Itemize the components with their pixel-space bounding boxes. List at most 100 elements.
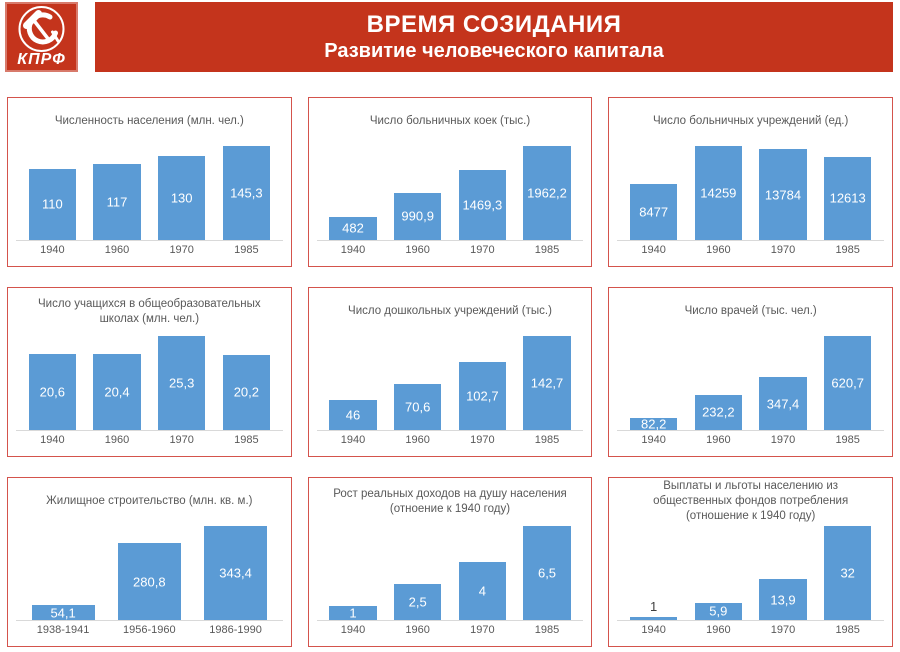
bar-slot: 13784 [751, 141, 816, 240]
bar: 46 [329, 399, 377, 430]
bar: 13,9 [759, 579, 807, 620]
bar: 70,6 [394, 383, 442, 430]
bar-slot: 54,1 [20, 521, 106, 620]
bar: 12613 [824, 156, 872, 240]
bar-slot: 347,4 [751, 331, 816, 430]
bar: 142,7 [523, 336, 571, 430]
chart-plot-area: 1 2,5 4 6,5 [316, 521, 584, 621]
bar [630, 617, 678, 620]
bar-value-label: 1469,3 [462, 197, 503, 213]
bar-slot: 25,3 [149, 331, 214, 430]
category-label: 1940 [40, 434, 65, 446]
page-subtitle: Развитие человеческого капитала [324, 40, 664, 63]
bar: 1962,2 [523, 146, 571, 240]
bar: 5,9 [694, 602, 742, 620]
category-label: 1985 [835, 244, 860, 256]
chart-title: Число врачей (тыс. чел.) [684, 305, 817, 318]
bar-value-label: 2,5 [408, 594, 427, 610]
bar-value-label: 142,7 [530, 375, 564, 391]
category-label: 1960 [706, 244, 731, 256]
category-label: 1970 [470, 434, 495, 446]
logo-text: КПРФ [17, 51, 66, 68]
category-label: 1985 [234, 434, 259, 446]
bar-slot: 6,5 [515, 521, 580, 620]
bar-slot: 1 [621, 521, 686, 620]
category-label: 1960 [706, 624, 731, 636]
page-title: ВРЕМЯ СОЗИДАНИЯ [366, 11, 622, 39]
chart-plot-area: 110 117 130 145,3 [16, 141, 283, 241]
bar-value-label: 1 [349, 605, 357, 621]
bar-slot: 2,5 [385, 521, 450, 620]
bar-slot: 1962,2 [515, 141, 580, 240]
category-label: 1960 [405, 244, 430, 256]
bar-slot: 20,2 [214, 331, 279, 430]
bar-value-label: 46 [345, 407, 361, 423]
bar-slot: 1469,3 [450, 141, 515, 240]
bar: 8477 [630, 184, 678, 240]
category-label: 1940 [340, 244, 366, 256]
bar-value-label: 20,2 [233, 384, 259, 400]
bar-slot: 4 [450, 521, 515, 620]
bar: 32 [824, 526, 872, 620]
category-label: 1940 [340, 434, 366, 446]
chart-title: Число дошкольных учреждений (тыс.) [348, 305, 552, 318]
bar-slot: 8477 [621, 141, 686, 240]
bar: 20,2 [222, 354, 270, 430]
bar-slot: 20,6 [20, 331, 85, 430]
bar-slot: 32 [815, 521, 880, 620]
bar: 54,1 [31, 605, 95, 620]
bar-slot: 142,7 [515, 331, 580, 430]
bar: 280,8 [117, 543, 181, 620]
bar-value-label: 990,9 [401, 208, 434, 224]
category-label: 1985 [835, 434, 860, 446]
bar-value-label: 102,7 [466, 388, 499, 404]
chart-plot-area: 20,6 20,4 25,3 20,2 [16, 331, 283, 431]
bar-value-label: 13784 [764, 187, 802, 203]
chart-plot-area: 482 990,9 1469,3 1962,2 [316, 141, 584, 241]
bar: 25,3 [158, 336, 206, 430]
chart-title: Численность населения (млн. чел.) [54, 115, 244, 128]
category-label: 1970 [470, 244, 495, 256]
chart-title: Жилищное строительство (млн. кв. м.) [46, 495, 253, 508]
bar: 102,7 [458, 362, 506, 430]
chart-panel-7: Жилищное строительство (млн. кв. м.) 54,1… [7, 477, 292, 647]
bar: 82,2 [630, 416, 678, 431]
chart-plot-area: 8477 14259 13784 12613 [617, 141, 884, 241]
category-axis: 1940 1960 1970 1985 [317, 434, 584, 446]
category-label: 1970 [770, 434, 796, 446]
chart-plot-area: 46 70,6 102,7 142,7 [316, 331, 584, 431]
category-axis: 1940 1960 1970 1985 [16, 434, 283, 446]
bar-value-label: 8477 [639, 204, 669, 220]
category-label: 1985 [534, 434, 560, 446]
bar-value-label: 6,5 [537, 565, 557, 581]
bar: 232,2 [694, 394, 742, 430]
bar-slot: 117 [85, 141, 150, 240]
bar-slot: 1 [321, 521, 386, 620]
category-label: 1970 [770, 624, 796, 636]
bar-slot: 13,9 [751, 521, 816, 620]
chart-panel-5: Число дошкольных учреждений (тыс.) 46 70,6… [307, 287, 593, 457]
chart-plot-area: 82,2 232,2 347,4 620,7 [617, 331, 884, 431]
bar-slot: 482 [321, 141, 386, 240]
bar-slot: 620,7 [815, 331, 880, 430]
bar-slot: 232,2 [686, 331, 751, 430]
bar-value-label: 5,9 [709, 603, 728, 619]
chart-panel-4: Число учащихся в общеобразовательных шко… [7, 287, 292, 457]
category-label: 1985 [534, 624, 560, 636]
bar-value-label: 343,4 [219, 565, 252, 581]
category-label: 1940 [641, 244, 666, 256]
category-label: 1970 [770, 244, 796, 256]
bar: 4 [458, 562, 506, 620]
category-label: 1956-1960 [123, 624, 176, 636]
bar-slot: 280,8 [106, 521, 192, 620]
chart-title: Число больничных учреждений (ед.) [652, 115, 849, 128]
bar: 145,3 [222, 146, 270, 240]
bar: 14259 [694, 146, 742, 240]
category-label: 1940 [641, 624, 666, 636]
bar-value-label: 82,2 [641, 416, 667, 432]
bar-value-label: 130 [170, 190, 193, 206]
category-label: 1938-1941 [36, 624, 90, 636]
category-label: 1940 [40, 244, 65, 256]
category-label: 1960 [104, 434, 130, 446]
